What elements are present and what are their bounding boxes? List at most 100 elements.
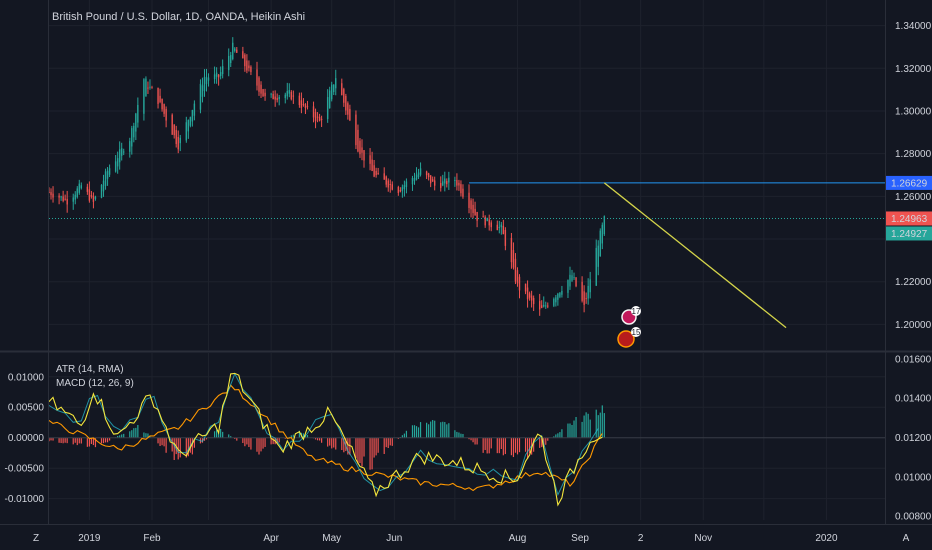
candle-body[interactable] [547,305,549,307]
candle-body[interactable] [173,124,175,136]
candle-body[interactable] [431,179,434,182]
candle-body[interactable] [543,304,545,307]
candle-body[interactable] [442,181,444,186]
candle-body[interactable] [458,182,460,186]
candle-body[interactable] [541,305,543,308]
candle-body[interactable] [207,77,210,81]
candle-body[interactable] [488,219,490,226]
macd-legend[interactable]: MACD (12, 26, 9) [56,378,134,389]
candle-body[interactable] [530,295,533,301]
candle-body[interactable] [270,93,272,95]
candle-body[interactable] [274,96,276,100]
candle-body[interactable] [559,292,561,297]
macd-signal-line[interactable] [48,372,599,497]
candle-body[interactable] [163,104,165,114]
candle-body[interactable] [468,192,470,208]
candle-body[interactable] [403,185,406,189]
candle-body[interactable] [498,226,501,228]
candle-body[interactable] [569,274,571,287]
candle-body[interactable] [258,77,260,92]
candle-body[interactable] [151,87,153,89]
candle-body[interactable] [298,95,301,106]
candle-body[interactable] [246,60,248,71]
candle-body[interactable] [415,174,418,180]
candle-body[interactable] [250,66,252,73]
candle-body[interactable] [500,224,503,228]
candle-body[interactable] [260,84,262,94]
candle-body[interactable] [383,173,385,180]
candle-body[interactable] [193,103,196,116]
candle-body[interactable] [357,129,359,152]
candle-body[interactable] [391,184,393,190]
candle-body[interactable] [177,136,179,150]
candle-body[interactable] [106,170,109,179]
candle-body[interactable] [147,87,149,89]
candle-body[interactable] [401,187,404,191]
candle-body[interactable] [470,200,472,210]
candle-body[interactable] [104,171,107,186]
candle-body[interactable] [165,108,167,121]
candle-body[interactable] [86,186,89,192]
candle-body[interactable] [118,149,121,163]
candle-body[interactable] [335,78,337,89]
candle-body[interactable] [157,87,159,104]
indicator-pane[interactable] [48,372,885,507]
candle-body[interactable] [567,280,569,293]
candle-body[interactable] [595,247,597,286]
candle-body[interactable] [302,104,305,106]
candle-body[interactable] [474,208,476,216]
candle-body[interactable] [545,305,547,307]
candle-body[interactable] [230,55,232,64]
candle-body[interactable] [312,106,315,118]
candle-body[interactable] [316,116,319,118]
candle-body[interactable] [215,72,218,77]
candle-body[interactable] [320,118,323,120]
candle-body[interactable] [120,148,123,156]
candle-body[interactable] [326,97,329,120]
atr-line[interactable] [48,384,603,492]
candle-body[interactable] [175,129,177,144]
candle-body[interactable] [538,301,541,310]
candle-body[interactable] [405,181,408,188]
candle-body[interactable] [448,177,450,183]
candle-body[interactable] [276,98,278,101]
candle-body[interactable] [589,279,591,293]
candle-body[interactable] [50,192,52,196]
candle-body[interactable] [532,298,535,305]
candle-body[interactable] [191,110,194,122]
auto-scale-button[interactable]: A [903,533,910,544]
candle-body[interactable] [92,195,95,202]
candle-body[interactable] [221,66,224,75]
candle-body[interactable] [349,108,351,121]
candle-body[interactable] [286,90,288,97]
candle-body[interactable] [262,89,264,97]
candle-body[interactable] [187,120,190,132]
candle-body[interactable] [575,277,577,287]
candle-body[interactable] [333,84,335,93]
candle-body[interactable] [446,180,448,185]
candle-body[interactable] [603,216,606,235]
candle-body[interactable] [371,159,373,171]
candle-body[interactable] [161,98,163,110]
candle-body[interactable] [583,291,585,305]
candle-body[interactable] [484,216,486,226]
candle-body[interactable] [318,117,321,121]
candle-body[interactable] [290,91,293,100]
candle-body[interactable] [389,184,391,186]
candle-body[interactable] [385,176,387,185]
candle-body[interactable] [425,171,428,176]
candle-body[interactable] [189,117,192,126]
candle-body[interactable] [347,103,349,115]
candle-body[interactable] [76,188,78,198]
candle-body[interactable] [256,69,258,86]
candle-body[interactable] [244,54,246,67]
candle-body[interactable] [108,168,111,175]
candle-body[interactable] [300,100,303,108]
candle-body[interactable] [330,84,333,100]
candle-body[interactable] [462,188,464,197]
candle-body[interactable] [306,106,309,108]
candle-body[interactable] [304,104,307,108]
candle-body[interactable] [131,128,133,147]
candle-body[interactable] [399,190,402,192]
